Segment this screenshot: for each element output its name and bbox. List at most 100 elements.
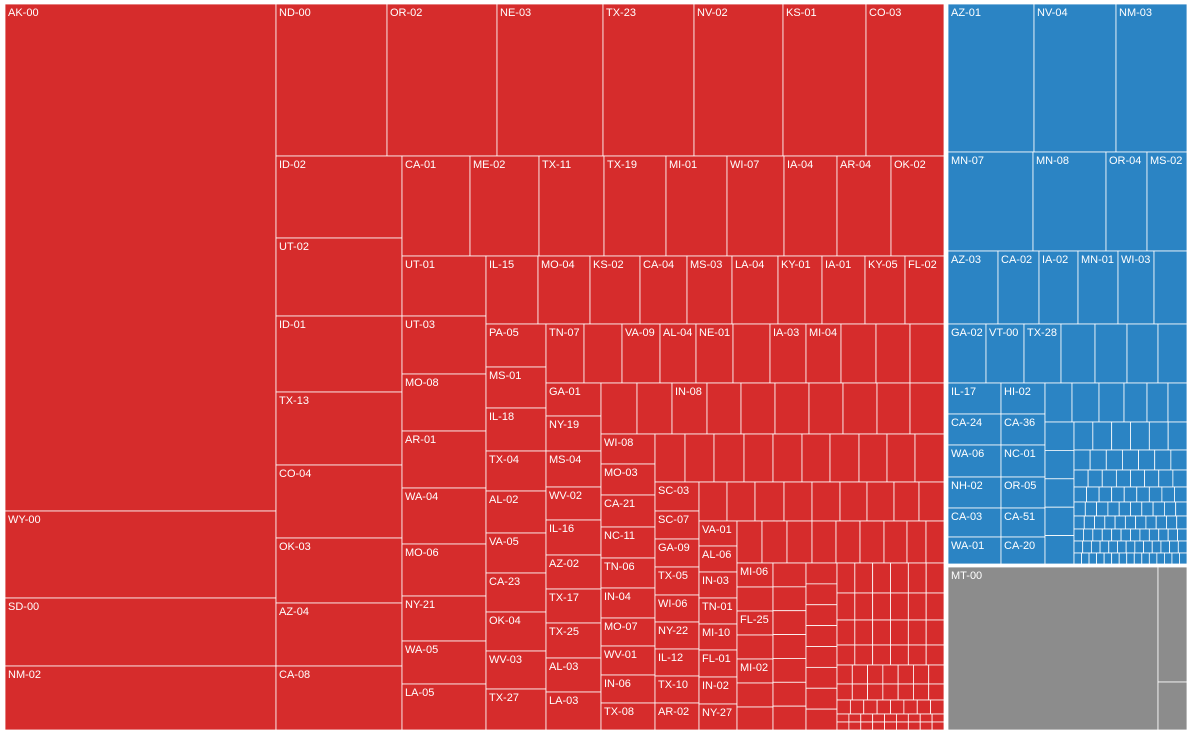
treemap-cell-ia-01[interactable] bbox=[821, 255, 866, 325]
treemap-cell[interactable] bbox=[1105, 449, 1123, 471]
treemap-cell-ms-03[interactable] bbox=[686, 255, 733, 325]
treemap-cell[interactable] bbox=[1087, 469, 1103, 488]
treemap-cell[interactable] bbox=[1154, 449, 1172, 471]
treemap-cell-il-17[interactable] bbox=[947, 382, 1002, 415]
treemap-cell[interactable] bbox=[1170, 449, 1188, 471]
treemap-cell[interactable] bbox=[1092, 421, 1113, 451]
treemap-cell[interactable] bbox=[1096, 552, 1105, 565]
treemap-cell-mn-01[interactable] bbox=[1077, 250, 1119, 325]
treemap-cell[interactable] bbox=[736, 634, 774, 660]
treemap-cell[interactable] bbox=[909, 382, 945, 435]
treemap-cell[interactable] bbox=[867, 664, 884, 685]
treemap-cell[interactable] bbox=[872, 713, 885, 723]
treemap-cell-ny-22[interactable] bbox=[654, 621, 700, 650]
treemap-cell[interactable] bbox=[726, 481, 756, 522]
treemap-cell-mn-08[interactable] bbox=[1032, 151, 1107, 252]
treemap-cell[interactable] bbox=[600, 382, 638, 435]
treemap-cell-nm-02[interactable] bbox=[4, 665, 277, 731]
treemap-cell-wa-04[interactable] bbox=[401, 487, 487, 545]
treemap-cell[interactable] bbox=[919, 713, 933, 723]
treemap-cell[interactable] bbox=[1073, 552, 1082, 565]
treemap-cell-ca-04[interactable] bbox=[639, 255, 688, 325]
treemap-cell-sd-00[interactable] bbox=[4, 597, 277, 667]
treemap-cell[interactable] bbox=[1111, 528, 1122, 542]
treemap-cell-ca-08[interactable] bbox=[275, 665, 403, 731]
treemap-cell[interactable] bbox=[583, 323, 623, 384]
treemap-cell-mi-04[interactable] bbox=[805, 323, 842, 384]
treemap-cell-tn-01[interactable] bbox=[698, 597, 738, 625]
treemap-cell[interactable] bbox=[876, 382, 911, 435]
treemap-cell[interactable] bbox=[1164, 552, 1173, 565]
treemap-cell[interactable] bbox=[896, 721, 909, 731]
treemap-cell[interactable] bbox=[882, 664, 899, 685]
treemap-cell[interactable] bbox=[1155, 515, 1167, 530]
treemap-cell-mi-10[interactable] bbox=[698, 623, 738, 651]
treemap-cell-mi-01[interactable] bbox=[665, 155, 728, 257]
treemap-cell[interactable] bbox=[706, 382, 742, 435]
treemap-cell[interactable] bbox=[872, 644, 891, 666]
treemap-cell[interactable] bbox=[1148, 528, 1160, 542]
treemap-cell[interactable] bbox=[1158, 469, 1174, 488]
treemap-cell[interactable] bbox=[1134, 540, 1144, 554]
treemap-cell[interactable] bbox=[805, 666, 838, 689]
treemap-cell-mi-02[interactable] bbox=[736, 658, 774, 684]
treemap-cell[interactable] bbox=[1146, 382, 1169, 423]
treemap-cell[interactable] bbox=[805, 646, 838, 668]
treemap-cell-il-15[interactable] bbox=[485, 255, 539, 325]
treemap-cell-ca-51[interactable] bbox=[1000, 507, 1046, 538]
treemap-cell-ca-24[interactable] bbox=[947, 413, 1002, 446]
treemap-cell[interactable] bbox=[1157, 323, 1188, 384]
treemap-cell-or-02[interactable] bbox=[386, 3, 498, 157]
treemap-cell-ks-02[interactable] bbox=[589, 255, 641, 325]
treemap-cell[interactable] bbox=[1104, 515, 1116, 530]
treemap-cell[interactable] bbox=[1174, 486, 1188, 503]
treemap-cell[interactable] bbox=[1145, 515, 1157, 530]
treemap-cell-nm-03[interactable] bbox=[1115, 3, 1188, 153]
treemap-cell[interactable] bbox=[859, 520, 885, 564]
treemap-cell-ne-03[interactable] bbox=[496, 3, 604, 157]
treemap-cell[interactable] bbox=[1166, 515, 1178, 530]
treemap-cell-tx-27[interactable] bbox=[485, 688, 547, 731]
treemap-cell[interactable] bbox=[913, 664, 930, 685]
treemap-cell[interactable] bbox=[1073, 449, 1091, 471]
treemap-cell-la-05[interactable] bbox=[401, 683, 487, 731]
treemap-cell[interactable] bbox=[805, 687, 838, 710]
treemap-cell[interactable] bbox=[875, 323, 911, 384]
treemap-cell-tx-23[interactable] bbox=[602, 3, 695, 157]
treemap-cell[interactable] bbox=[1125, 540, 1136, 554]
treemap-cell[interactable] bbox=[1130, 421, 1150, 451]
treemap-cell[interactable] bbox=[772, 610, 807, 635]
treemap-cell[interactable] bbox=[1101, 528, 1113, 542]
treemap-cell[interactable] bbox=[736, 586, 774, 612]
treemap-cell[interactable] bbox=[854, 644, 874, 666]
treemap-cell[interactable] bbox=[1073, 501, 1086, 517]
treemap-cell[interactable] bbox=[1082, 540, 1092, 554]
treemap-cell[interactable] bbox=[805, 562, 838, 585]
treemap-cell[interactable] bbox=[1136, 486, 1150, 503]
treemap-cell[interactable] bbox=[907, 619, 927, 646]
treemap-cell[interactable] bbox=[1177, 540, 1188, 554]
treemap-cell-wa-05[interactable] bbox=[401, 640, 487, 685]
treemap-cell-wv-03[interactable] bbox=[485, 650, 547, 690]
treemap-cell-ms-04[interactable] bbox=[545, 450, 602, 488]
treemap-cell[interactable] bbox=[931, 721, 945, 731]
treemap-cell[interactable] bbox=[761, 520, 788, 564]
treemap-cell[interactable] bbox=[772, 433, 803, 483]
treemap-cell-wa-01[interactable] bbox=[947, 536, 1002, 565]
treemap-cell-wa-06[interactable] bbox=[947, 444, 1002, 478]
treemap-cell[interactable] bbox=[736, 682, 774, 708]
treemap-cell-co-04[interactable] bbox=[275, 464, 403, 539]
treemap-cell[interactable] bbox=[1175, 501, 1188, 517]
treemap-cell-tx-08[interactable] bbox=[600, 702, 656, 731]
treemap-cell[interactable] bbox=[1044, 382, 1073, 423]
treemap-cell[interactable] bbox=[928, 664, 945, 685]
treemap-cell[interactable] bbox=[654, 433, 686, 483]
treemap-cell-ca-20[interactable] bbox=[1000, 536, 1046, 565]
treemap-cell[interactable] bbox=[1176, 515, 1188, 530]
treemap-cell-ms-01[interactable] bbox=[485, 366, 547, 409]
treemap-cell[interactable] bbox=[1089, 449, 1107, 471]
treemap-cell-wi-07[interactable] bbox=[726, 155, 785, 257]
treemap-cell[interactable] bbox=[1108, 540, 1118, 554]
treemap-cell-ak-00[interactable] bbox=[4, 3, 277, 512]
treemap-cell[interactable] bbox=[836, 592, 856, 621]
